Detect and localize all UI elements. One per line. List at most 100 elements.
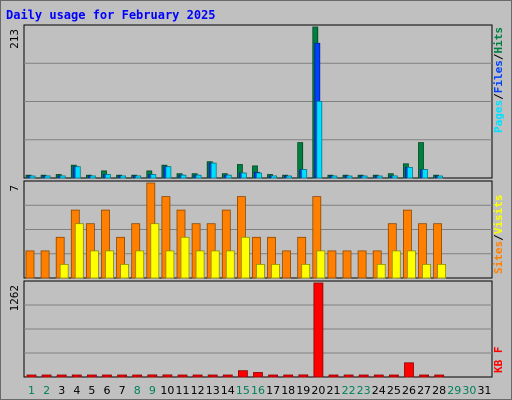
bar-visits-day-19 <box>301 263 311 279</box>
day-label-3: 3 <box>58 384 65 397</box>
legend-bottom: KB F <box>492 347 505 374</box>
bar-visits-day-27 <box>422 263 431 279</box>
bar-visits-day-25 <box>391 250 401 279</box>
day-label-15: 15 <box>236 384 250 397</box>
bar-pages-day-19 <box>301 169 308 179</box>
legend-item: Pages <box>492 100 505 133</box>
bar-kb-f-day-22 <box>343 374 354 378</box>
bar-kb-f-day-14 <box>222 374 233 378</box>
day-label-28: 28 <box>432 384 446 397</box>
bar-pages-day-2 <box>44 175 51 179</box>
legend-item: Sites <box>492 241 505 274</box>
bar-pages-day-4 <box>74 166 81 179</box>
bar-kb-f-day-27 <box>419 374 430 378</box>
bar-kb-f-day-20 <box>313 282 324 378</box>
bar-kb-f-day-26 <box>404 362 414 378</box>
bar-visits-day-6 <box>105 250 114 279</box>
bar-kb-f-day-21 <box>328 374 339 378</box>
bar-kb-f-day-8 <box>132 374 143 378</box>
bar-kb-f-day-4 <box>71 374 82 378</box>
bar-pages-day-17 <box>271 175 277 179</box>
bar-pages-day-15 <box>240 172 247 179</box>
bar-kb-f-day-11 <box>177 374 188 378</box>
day-label-8: 8 <box>134 384 141 397</box>
day-label-12: 12 <box>191 384 205 397</box>
bar-kb-f-day-28 <box>434 374 445 378</box>
bar-kb-f-day-24 <box>373 374 384 378</box>
bar-kb-f-day-15 <box>237 370 248 378</box>
bar-visits-day-16 <box>256 263 265 279</box>
day-label-26: 26 <box>402 384 416 397</box>
legend-item: Visits <box>492 195 505 235</box>
day-label-16: 16 <box>251 384 265 397</box>
bar-pages-day-16 <box>256 172 262 179</box>
bar-pages-day-5 <box>90 175 96 179</box>
bar-pages-day-23 <box>361 175 368 179</box>
bar-kb-f-day-2 <box>41 374 52 378</box>
bar-kb-f-day-5 <box>87 374 97 378</box>
day-label-29: 29 <box>447 384 461 397</box>
bar-pages-day-20 <box>316 101 323 179</box>
bar-visits-day-4 <box>74 223 84 279</box>
y-max-label: 213 <box>8 29 21 49</box>
bar-visits-day-7 <box>120 263 129 279</box>
bar-visits-day-12 <box>195 250 205 279</box>
legend-item: Hits <box>492 27 505 54</box>
bar-visits-day-3 <box>59 263 69 279</box>
bar-pages-day-26 <box>406 166 413 179</box>
bar-visits-day-10 <box>165 250 175 279</box>
bar-pages-day-25 <box>391 175 398 179</box>
bar-visits-day-14 <box>225 250 235 279</box>
bar-sites-day-21 <box>327 250 337 279</box>
day-label-20: 20 <box>311 384 325 397</box>
day-label-2: 2 <box>43 384 50 397</box>
day-label-4: 4 <box>73 384 80 397</box>
bar-visits-day-17 <box>271 263 280 279</box>
day-label-6: 6 <box>104 384 111 397</box>
bar-pages-day-27 <box>422 169 428 179</box>
bar-pages-day-6 <box>105 174 111 179</box>
day-label-13: 13 <box>206 384 220 397</box>
bar-pages-day-7 <box>120 175 126 179</box>
bar-pages-day-14 <box>225 174 232 179</box>
bar-sites-day-23 <box>357 250 367 279</box>
bar-visits-day-20 <box>316 250 326 279</box>
day-label-22: 22 <box>342 384 356 397</box>
bar-visits-day-26 <box>406 250 416 279</box>
bar-pages-day-8 <box>135 175 142 179</box>
bar-visits-day-11 <box>180 236 190 279</box>
day-label-5: 5 <box>88 384 95 397</box>
bar-pages-day-11 <box>180 174 187 179</box>
bar-kb-f-day-7 <box>117 374 127 378</box>
bar-kb-f-day-3 <box>56 374 67 378</box>
bar-kb-f-day-23 <box>358 374 369 378</box>
day-label-10: 10 <box>160 384 174 397</box>
bar-visits-day-9 <box>150 223 160 279</box>
bar-kb-f-day-16 <box>253 372 263 378</box>
bar-kb-f-day-25 <box>388 374 399 378</box>
bar-kb-f-day-9 <box>147 374 158 378</box>
bar-pages-day-9 <box>150 174 157 179</box>
legend-item: KB F <box>492 347 505 374</box>
bar-kb-f-day-13 <box>207 374 218 378</box>
bar-pages-day-24 <box>376 175 383 179</box>
day-label-11: 11 <box>176 384 190 397</box>
day-label-30: 30 <box>462 384 476 397</box>
y-max-label: 7 <box>8 185 21 192</box>
day-label-27: 27 <box>417 384 431 397</box>
legend-separator: / <box>492 93 505 100</box>
legend-separator: / <box>492 53 505 60</box>
bar-visits-day-8 <box>135 250 145 279</box>
chart-title: Daily usage for February 2025 <box>6 8 216 22</box>
bar-sites-day-2 <box>40 250 50 279</box>
day-label-1: 1 <box>28 384 35 397</box>
bar-sites-day-18 <box>282 250 292 279</box>
bar-kb-f-day-1 <box>26 374 37 378</box>
bar-sites-day-22 <box>342 250 352 279</box>
bar-pages-day-21 <box>331 175 338 179</box>
day-label-24: 24 <box>372 384 386 397</box>
legend-item: Files <box>492 60 505 93</box>
day-label-9: 9 <box>149 384 156 397</box>
bar-visits-day-13 <box>210 250 220 279</box>
